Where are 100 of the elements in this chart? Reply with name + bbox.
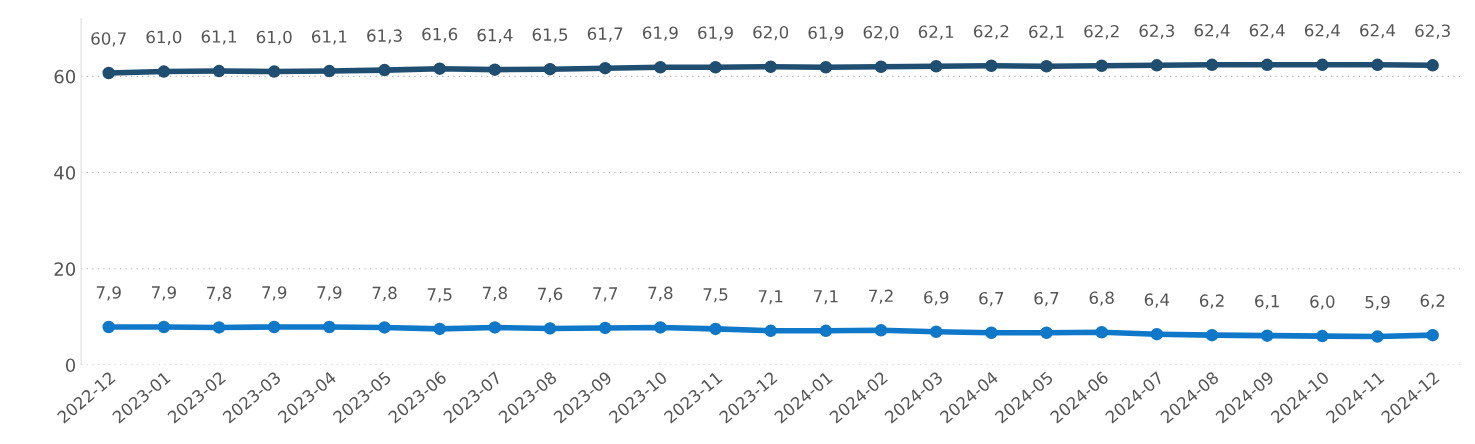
point xyxy=(433,322,446,336)
point xyxy=(212,321,226,334)
data-label: 6,8 xyxy=(1089,291,1114,306)
data-label: 62,1 xyxy=(1029,25,1064,40)
data-label: 62,4 xyxy=(1304,23,1340,39)
point xyxy=(764,60,777,73)
data-label: 5,9 xyxy=(1365,295,1390,311)
point xyxy=(1205,58,1219,72)
point xyxy=(433,62,446,75)
point xyxy=(1040,326,1053,339)
data-label: 61,7 xyxy=(587,27,623,42)
point xyxy=(929,60,943,73)
data-label: 6,0 xyxy=(1310,295,1335,310)
point xyxy=(378,321,391,334)
point xyxy=(1316,58,1329,72)
data-label: 62,0 xyxy=(863,25,899,41)
point xyxy=(323,320,336,334)
point xyxy=(323,64,336,78)
data-label: 7,9 xyxy=(262,286,287,301)
point xyxy=(1371,330,1384,343)
point xyxy=(157,65,171,78)
point xyxy=(1426,328,1439,342)
data-label: 6,2 xyxy=(1199,294,1224,309)
point xyxy=(709,322,722,336)
data-label: 7,6 xyxy=(538,287,563,302)
data-label: 62,1 xyxy=(918,25,954,40)
data-label: 60,7 xyxy=(91,32,126,47)
point xyxy=(709,60,722,74)
data-label: 7,9 xyxy=(96,286,121,301)
point xyxy=(543,62,557,76)
data-label: 62,0 xyxy=(753,25,789,41)
point xyxy=(929,325,943,339)
point xyxy=(764,324,777,338)
point xyxy=(1316,329,1329,343)
data-label: 6,9 xyxy=(924,290,949,306)
point xyxy=(1205,328,1219,342)
data-label: 6,1 xyxy=(1255,294,1279,310)
point xyxy=(874,60,888,73)
data-label: 7,5 xyxy=(703,288,728,303)
point xyxy=(378,63,391,77)
point xyxy=(488,63,502,76)
point xyxy=(598,61,612,75)
point xyxy=(985,326,998,339)
point xyxy=(1371,58,1384,72)
data-label: 61,1 xyxy=(311,30,347,45)
point xyxy=(1260,329,1274,342)
data-label: 61,1 xyxy=(201,30,237,45)
point xyxy=(654,60,667,74)
data-label: 61,0 xyxy=(256,30,292,46)
point xyxy=(543,322,557,335)
point xyxy=(598,321,612,335)
point xyxy=(157,320,171,334)
point xyxy=(102,66,115,80)
point xyxy=(1426,59,1439,72)
point xyxy=(1095,326,1108,339)
data-label: 7,1 xyxy=(758,290,783,305)
data-label: 6,4 xyxy=(1144,293,1170,308)
data-label: 61,9 xyxy=(642,26,678,41)
y-tick-label: 20 xyxy=(54,262,76,276)
data-label: 7,8 xyxy=(482,286,507,301)
point xyxy=(1260,58,1274,72)
point xyxy=(654,321,667,334)
point xyxy=(1040,60,1053,73)
point xyxy=(819,324,833,338)
data-label: 62,4 xyxy=(1360,23,1396,39)
point xyxy=(1150,59,1164,72)
point xyxy=(1095,59,1108,73)
data-label: 61,3 xyxy=(367,29,402,44)
data-label: 61,5 xyxy=(532,28,568,43)
data-label: 7,9 xyxy=(317,286,342,301)
data-label: 62,2 xyxy=(973,24,1009,40)
point xyxy=(488,321,502,334)
point xyxy=(267,65,281,78)
data-label: 62,2 xyxy=(1084,24,1119,40)
y-tick-label: 60 xyxy=(54,69,76,84)
data-label: 61,9 xyxy=(698,26,733,41)
y-tick-label: 40 xyxy=(54,166,76,180)
data-label: 7,8 xyxy=(207,286,232,301)
data-label: 6,7 xyxy=(979,291,1004,307)
data-label: 61,6 xyxy=(422,27,458,43)
data-label: 61,0 xyxy=(146,30,182,46)
data-label: 62,4 xyxy=(1194,23,1230,39)
data-label: 6,7 xyxy=(1034,291,1059,307)
point xyxy=(985,59,998,73)
data-label: 7,9 xyxy=(151,286,176,301)
point xyxy=(819,60,833,74)
data-label: 62,3 xyxy=(1415,24,1450,39)
data-label: 6,2 xyxy=(1420,294,1445,309)
point xyxy=(1150,327,1164,341)
data-label: 62,4 xyxy=(1249,23,1285,39)
data-label: 61,9 xyxy=(808,26,844,41)
point xyxy=(212,64,226,78)
data-label: 61,4 xyxy=(477,28,513,44)
point xyxy=(267,320,281,334)
data-label: 7,2 xyxy=(869,289,893,304)
data-label: 7,8 xyxy=(648,286,673,301)
data-label: 7,8 xyxy=(372,286,397,301)
y-tick-label: 0 xyxy=(65,358,76,373)
data-label: 62,3 xyxy=(1139,24,1175,39)
data-label: 7,7 xyxy=(593,287,618,302)
